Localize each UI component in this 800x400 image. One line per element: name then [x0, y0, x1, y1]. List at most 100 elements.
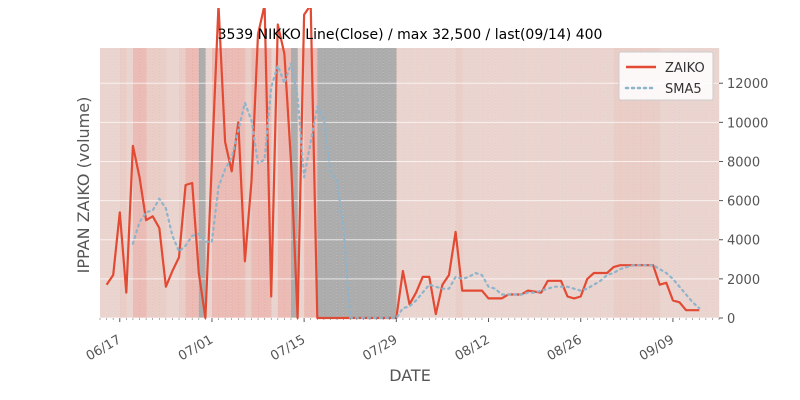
background-band	[580, 48, 588, 318]
background-band	[356, 48, 364, 318]
background-band	[402, 48, 410, 318]
background-band	[290, 48, 298, 318]
background-band	[146, 48, 154, 318]
background-band	[633, 48, 641, 318]
background-band	[172, 48, 180, 318]
background-band	[593, 48, 601, 318]
background-band	[475, 48, 483, 318]
background-band	[692, 48, 700, 318]
background-band	[258, 48, 266, 318]
background-band	[672, 48, 680, 318]
background-band	[416, 48, 424, 318]
background-band	[613, 48, 621, 318]
background-band	[488, 48, 496, 318]
legend: ZAIKO SMA5	[618, 51, 714, 101]
background-band	[179, 48, 187, 318]
background-band	[639, 48, 647, 318]
background-band	[330, 48, 338, 318]
background-band	[607, 48, 615, 318]
background-band	[600, 48, 608, 318]
background-band	[547, 48, 555, 318]
y-tick-label: 8000	[727, 155, 760, 170]
background-band	[712, 48, 720, 318]
background-band	[560, 48, 568, 318]
background-band	[495, 48, 503, 318]
background-band	[705, 48, 713, 318]
background-band	[541, 48, 549, 318]
background-band	[304, 48, 312, 318]
background-band	[508, 48, 516, 318]
background-band	[165, 48, 173, 318]
background-band	[534, 48, 542, 318]
x-tick-label: 08/12	[453, 332, 493, 364]
background-band	[567, 48, 575, 318]
background-band	[100, 48, 107, 318]
background-band	[396, 48, 404, 318]
chart-title: 3539 NIKKO Line(Close) / max 32,500 / la…	[218, 27, 603, 43]
background-band	[113, 48, 121, 318]
background-band	[646, 48, 654, 318]
background-band	[666, 48, 674, 318]
legend-box	[618, 51, 714, 101]
background-band	[620, 48, 628, 318]
y-tick-label: 10000	[727, 116, 768, 131]
background-band	[225, 48, 233, 318]
background-band	[159, 48, 167, 318]
x-tick-label: 06/17	[84, 332, 124, 364]
y-axis-ticks: 0 2000 4000 6000 8000 10000 12000	[719, 77, 768, 327]
background-band	[205, 48, 213, 318]
background-band	[218, 48, 226, 318]
x-tick-label: 07/29	[360, 332, 400, 364]
background-band	[653, 48, 661, 318]
background-band	[369, 48, 377, 318]
background-band	[251, 48, 259, 318]
series-line-sma5	[131, 62, 701, 320]
background-band	[587, 48, 595, 318]
x-axis-title: DATE	[389, 366, 431, 385]
background-band	[449, 48, 456, 318]
x-tick-label: 08/26	[545, 332, 585, 364]
legend-label-sma5: SMA5	[665, 82, 702, 97]
background-band	[363, 48, 371, 318]
background-band	[422, 48, 430, 318]
background-band	[323, 48, 331, 318]
background-band	[317, 48, 325, 318]
background-band	[686, 48, 694, 318]
background-band	[429, 48, 437, 318]
background-band	[409, 48, 417, 318]
legend-label-zaiko: ZAIKO	[665, 61, 705, 76]
background-band	[343, 48, 351, 318]
y-tick-label: 4000	[727, 234, 760, 249]
background-band	[383, 48, 391, 318]
background-band	[119, 48, 127, 318]
y-tick-label: 12000	[727, 77, 768, 92]
background-band	[350, 48, 358, 318]
background-band	[455, 48, 463, 318]
background-band	[389, 48, 397, 318]
background-band	[468, 48, 476, 318]
background-band	[699, 48, 707, 318]
background-band	[528, 48, 536, 318]
background-band	[626, 48, 634, 318]
background-band	[435, 48, 443, 318]
series-line-zaiko	[105, 8, 700, 320]
background-band	[152, 48, 160, 318]
x-tick-label: 07/01	[176, 332, 216, 364]
background-band	[211, 48, 219, 318]
background-band	[192, 48, 200, 318]
background-band	[442, 48, 450, 318]
background-band	[376, 48, 384, 318]
background-band	[521, 48, 529, 318]
background-band	[501, 48, 509, 318]
background-band	[231, 48, 239, 318]
background-band	[659, 48, 667, 318]
y-tick-label: 0	[727, 312, 735, 327]
series-layer	[105, 8, 701, 320]
x-axis-ticks: 06/17 07/01 07/15 07/29 08/12 08/26 09/09	[84, 318, 720, 364]
y-tick-label: 2000	[727, 273, 760, 288]
background-band	[132, 48, 140, 318]
background-band	[554, 48, 562, 318]
background-band	[337, 48, 345, 318]
